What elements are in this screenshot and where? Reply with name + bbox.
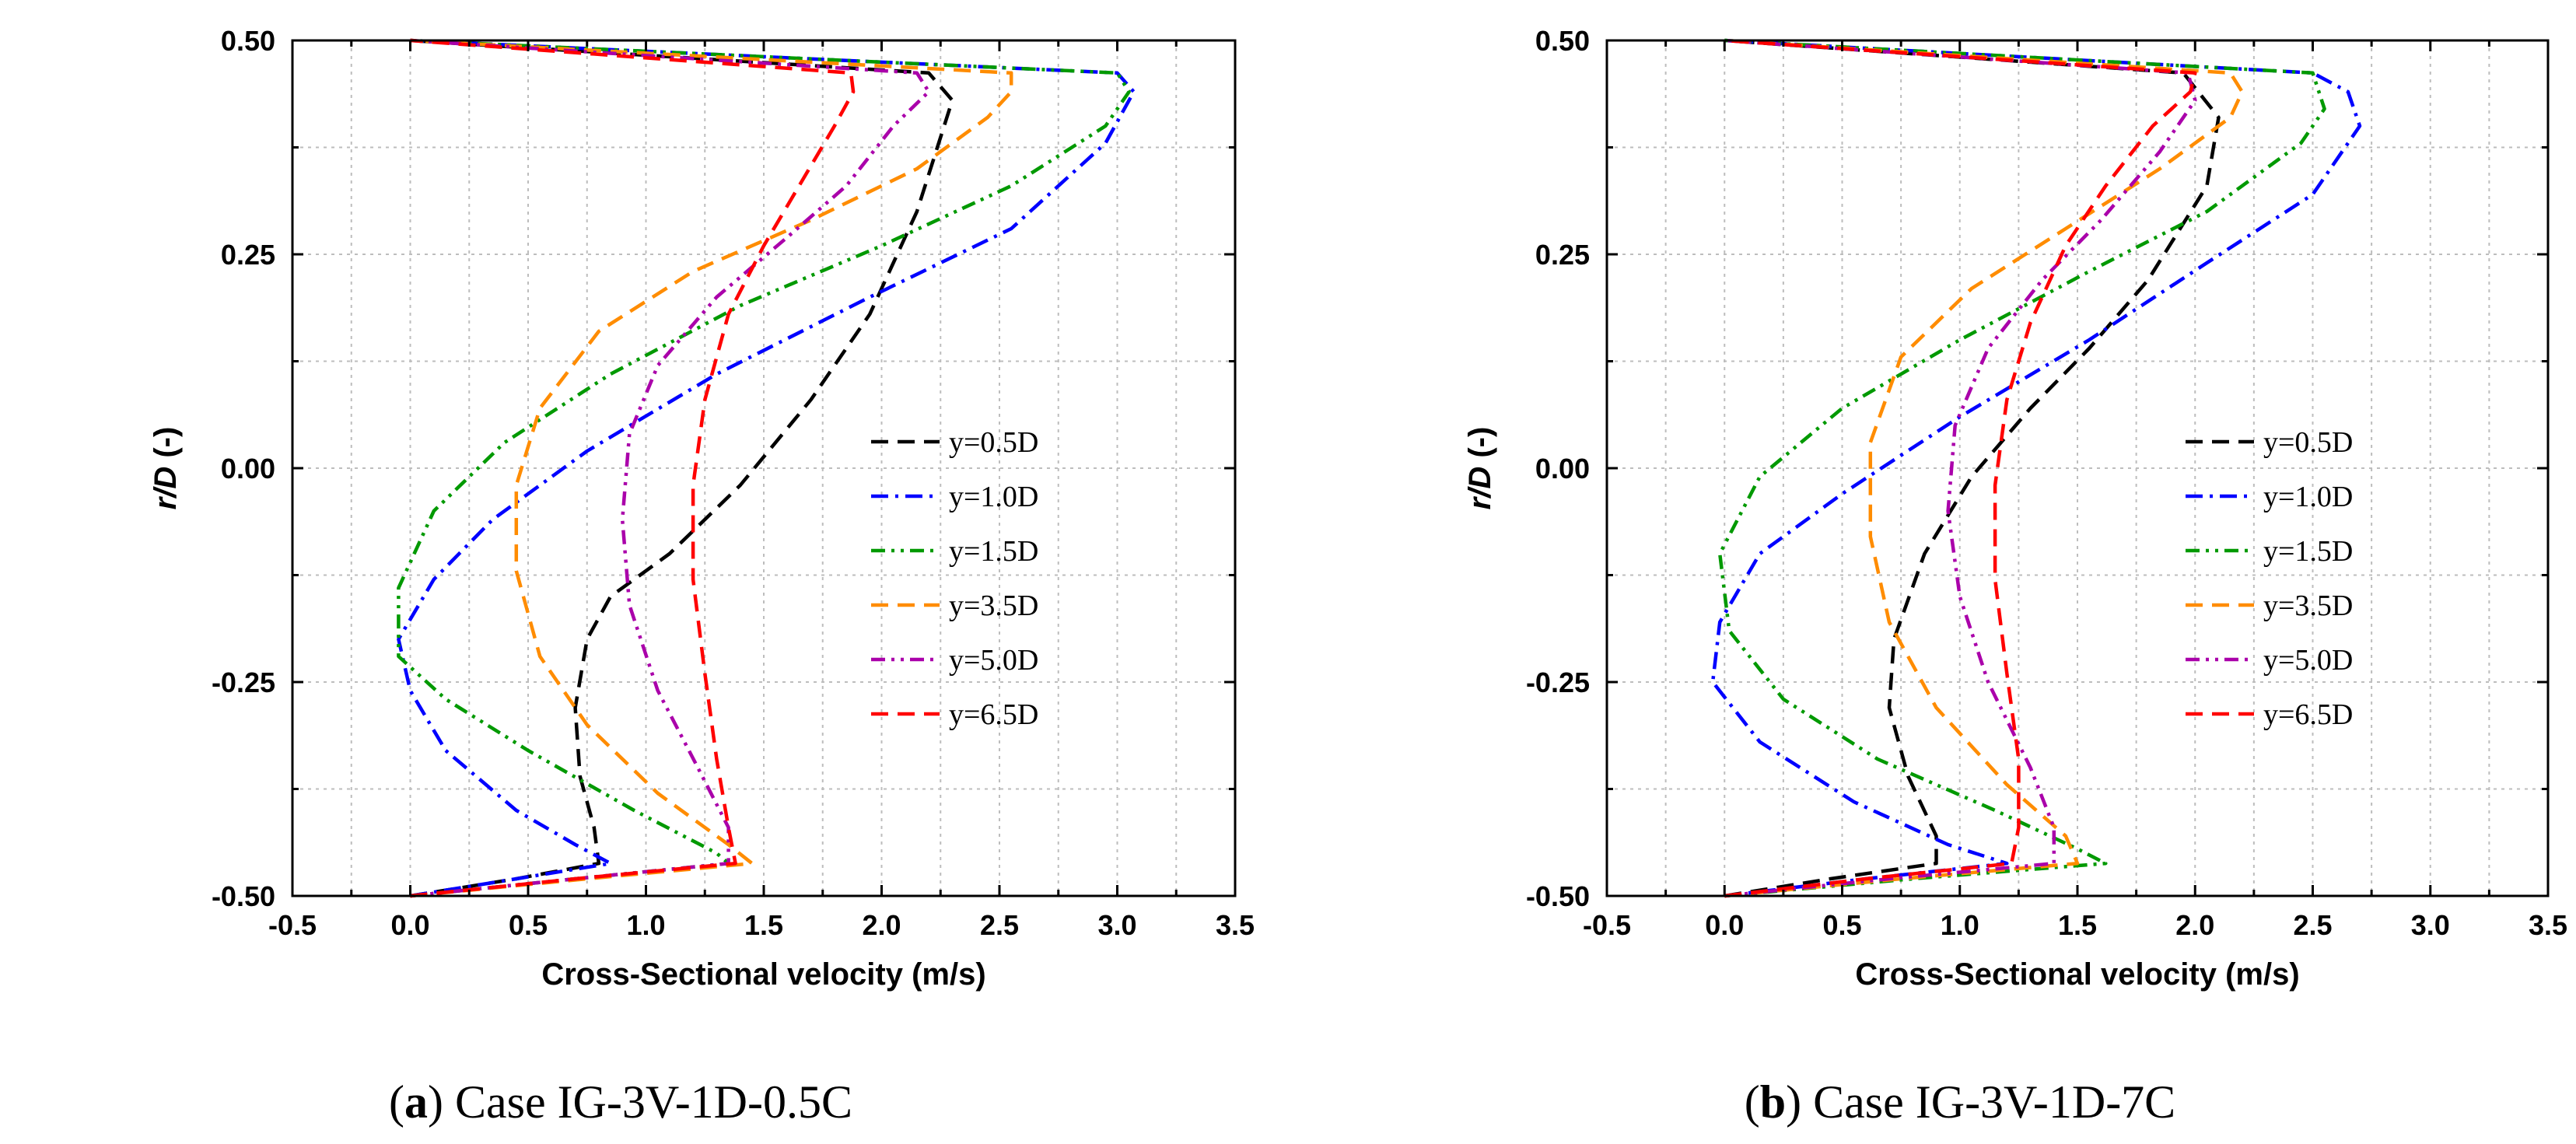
- y-tick-label: -0.50: [1526, 880, 1590, 912]
- x-tick-label: 0.0: [390, 909, 429, 941]
- x-tick-label: 2.5: [980, 909, 1019, 941]
- y-axis-title: r/D (-): [149, 427, 183, 510]
- legend-label: y=0.5D: [949, 426, 1038, 459]
- legend-label: y=1.5D: [2263, 535, 2353, 568]
- legend-label: y=1.0D: [2263, 481, 2353, 513]
- chart-panel-a: -0.5 0.0 0.5 1.0 1.5 2.0 2.5 3.0 3.5 -0.50 -0.25 0.…: [149, 25, 1255, 1128]
- series-group: [1710, 38, 2362, 898]
- x-tick-label: 3.0: [2411, 909, 2450, 941]
- series-line-y-1-0d: [1710, 38, 2362, 898]
- series-line-y-5-0d: [1724, 38, 2197, 898]
- legend-label: y=3.5D: [949, 589, 1038, 622]
- x-tick-label: 3.5: [1216, 909, 1255, 941]
- y-tick-label: 0.50: [221, 25, 275, 57]
- x-tick-label: 1.5: [2058, 909, 2097, 941]
- x-tick-label: -0.5: [268, 909, 317, 941]
- x-tick-label: 0.5: [509, 909, 548, 941]
- y-tick-label: 0.25: [1535, 239, 1590, 271]
- legend-label: y=5.0D: [2263, 644, 2353, 677]
- y-tick-label: 0.00: [1535, 453, 1590, 485]
- legend-label: y=0.5D: [2263, 426, 2353, 459]
- x-tick-label: 2.0: [862, 909, 901, 941]
- x-tick-label: 2.5: [2293, 909, 2332, 941]
- y-axis-title: r/D (-): [1463, 427, 1497, 510]
- x-tick-label: 1.0: [626, 909, 665, 941]
- legend-label: y=5.0D: [949, 644, 1038, 677]
- series-line-y-1-5d: [397, 38, 1131, 898]
- series-line-y-6-5d: [410, 38, 856, 898]
- series-group: [397, 38, 1136, 898]
- legend-label: y=6.5D: [949, 698, 1038, 731]
- x-axis-title: Cross-Sectional velocity (m/s): [1855, 957, 2299, 992]
- legend: y=0.5D y=1.0D y=1.5D y=3.5D y=5.0D y=6.5D: [2186, 426, 2353, 731]
- chart-panel-b: -0.5 0.0 0.5 1.0 1.5 2.0 2.5 3.0 3.5 -0.50 -0.25 0.…: [1463, 25, 2567, 1128]
- x-axis-title: Cross-Sectional velocity (m/s): [541, 957, 985, 992]
- y-tick-label: 0.00: [221, 453, 275, 485]
- x-tick-label: -0.5: [1583, 909, 1631, 941]
- legend-label: y=6.5D: [2263, 698, 2353, 731]
- y-tick-label: -0.25: [1526, 666, 1590, 698]
- series-line-y-0-5d: [1724, 38, 2221, 898]
- panel-caption: (a) Case IG-3V-1D-0.5C: [389, 1076, 852, 1128]
- legend-label: y=1.5D: [949, 535, 1038, 568]
- legend-label: y=3.5D: [2263, 589, 2353, 622]
- x-tick-label: 2.0: [2175, 909, 2214, 941]
- series-line-y-3-5d: [1724, 38, 2245, 898]
- y-tick-label: -0.50: [212, 880, 275, 912]
- x-tick-label: 0.0: [1705, 909, 1744, 941]
- y-tick-label: 0.50: [1535, 25, 1590, 57]
- series-line-y-6-5d: [1724, 38, 2197, 898]
- y-tick-label: 0.25: [221, 239, 275, 271]
- legend-label: y=1.0D: [949, 481, 1038, 513]
- x-tick-label: 3.0: [1097, 909, 1136, 941]
- legend: y=0.5D y=1.0D y=1.5D y=3.5D y=5.0D y=6.5D: [871, 426, 1038, 731]
- panel-caption: (b) Case IG-3V-1D-7C: [1745, 1076, 2175, 1128]
- series-line-y-0-5d: [410, 38, 954, 898]
- x-tick-label: 3.5: [2529, 909, 2567, 941]
- series-line-y-3-5d: [410, 38, 1013, 898]
- x-tick-label: 1.0: [1941, 909, 1979, 941]
- series-line-y-1-0d: [397, 38, 1136, 898]
- x-tick-label: 1.5: [744, 909, 783, 941]
- y-tick-label: -0.25: [212, 666, 275, 698]
- series-line-y-1-5d: [1717, 38, 2326, 898]
- x-tick-label: 0.5: [1822, 909, 1861, 941]
